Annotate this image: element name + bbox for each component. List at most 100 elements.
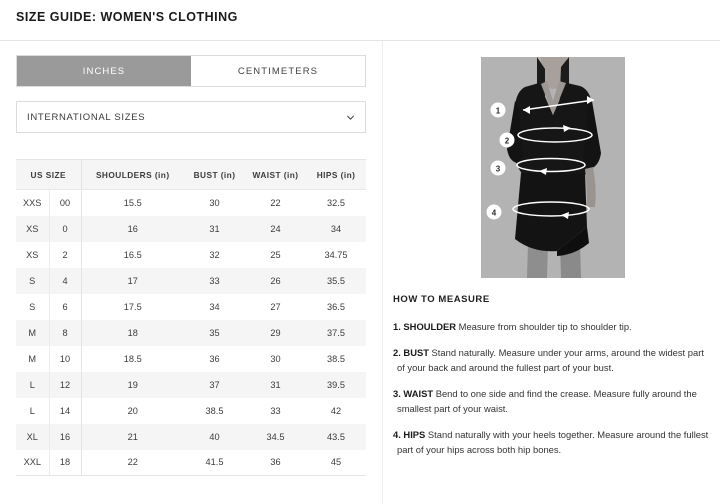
size-cell-letter: L	[16, 371, 50, 398]
size-cell-letter: M	[16, 319, 50, 346]
size-system-select[interactable]: INTERNATIONAL SIZES	[16, 101, 366, 133]
size-cell-letter: L	[16, 397, 50, 424]
unit-toggle-group: INCHES CENTIMETERS	[16, 55, 366, 87]
size-cell-hips: 37.5	[306, 319, 366, 346]
marker-line-waist	[516, 157, 586, 175]
size-cell-hips: 38.5	[306, 345, 366, 372]
size-cell-number: 0	[49, 215, 81, 242]
size-cell-shoulders: 17.5	[81, 293, 184, 320]
size-cell-waist: 25	[245, 241, 306, 268]
size-cell-bust: 31	[184, 215, 245, 242]
marker-badge-3: 3	[490, 160, 506, 176]
measure-instruction-lead: 1. SHOULDER	[393, 321, 457, 332]
measure-instruction: 1. SHOULDER Measure from shoulder tip to…	[393, 319, 713, 334]
size-cell-waist: 22	[245, 189, 306, 216]
size-cell-number: 6	[49, 293, 81, 320]
measure-instruction-text: Bend to one side and find the crease. Me…	[397, 388, 697, 414]
size-table-body: XXS 00 15.5 30 22 32.5 XS 0 16 31 24 34 XS 2 16.5 32 25 3…	[16, 189, 366, 476]
tab-centimeters[interactable]: CENTIMETERS	[191, 56, 365, 86]
size-cell-number: 14	[49, 397, 81, 424]
size-cell-waist: 27	[245, 293, 306, 320]
header-divider	[0, 40, 720, 41]
col-header-shoulders: SHOULDERS (in)	[81, 159, 184, 190]
size-cell-number: 4	[49, 267, 81, 294]
size-chart-panel: INCHES CENTIMETERS INTERNATIONAL SIZES U…	[0, 41, 382, 504]
size-cell-waist: 26	[245, 267, 306, 294]
size-cell-waist: 30	[245, 345, 306, 372]
size-cell-number: 10	[49, 345, 81, 372]
size-cell-hips: 32.5	[306, 189, 366, 216]
size-cell-shoulders: 18	[81, 319, 184, 346]
size-cell-bust: 38.5	[184, 397, 245, 424]
table-row: S 4 17 33 26 35.5	[16, 267, 366, 294]
measure-instruction-lead: 3. WAIST	[393, 388, 434, 399]
table-row: XS 0 16 31 24 34	[16, 215, 366, 242]
table-row: M 8 18 35 29 37.5	[16, 319, 366, 346]
size-cell-shoulders: 21	[81, 423, 184, 450]
size-cell-shoulders: 16.5	[81, 241, 184, 268]
size-cell-hips: 34	[306, 215, 366, 242]
size-cell-shoulders: 20	[81, 397, 184, 424]
size-cell-waist: 29	[245, 319, 306, 346]
size-cell-waist: 34.5	[245, 423, 306, 450]
measure-instruction-lead: 4. HIPS	[393, 429, 426, 440]
page-title: SIZE GUIDE: WOMEN'S CLOTHING	[16, 10, 238, 24]
size-cell-letter: M	[16, 345, 50, 372]
col-header-bust: BUST (in)	[184, 159, 245, 190]
size-cell-shoulders: 16	[81, 215, 184, 242]
size-cell-hips: 35.5	[306, 267, 366, 294]
svg-text:2: 2	[505, 136, 510, 145]
col-header-hips: HIPS (in)	[306, 159, 366, 190]
size-cell-hips: 42	[306, 397, 366, 424]
tab-centimeters-label: CENTIMETERS	[237, 65, 319, 77]
tab-inches-label: INCHES	[82, 65, 126, 77]
size-cell-bust: 40	[184, 423, 245, 450]
marker-line-hips	[512, 201, 590, 219]
chevron-down-icon	[347, 115, 354, 120]
size-cell-number: 8	[49, 319, 81, 346]
size-cell-shoulders: 22	[81, 449, 184, 476]
size-cell-letter: XL	[16, 423, 50, 450]
size-cell-number: 2	[49, 241, 81, 268]
marker-badge-1: 1	[490, 102, 506, 118]
svg-text:1: 1	[496, 106, 501, 115]
size-cell-letter: XXS	[16, 189, 50, 216]
size-chart-table: US SIZE SHOULDERS (in) BUST (in) WAIST (…	[16, 159, 366, 476]
measure-instruction: 3. WAIST Bend to one side and find the c…	[393, 386, 713, 416]
size-cell-hips: 36.5	[306, 293, 366, 320]
tab-inches[interactable]: INCHES	[17, 56, 191, 86]
size-cell-waist: 31	[245, 371, 306, 398]
size-cell-waist: 33	[245, 397, 306, 424]
measure-instruction-text: Measure from shoulder tip to shoulder ti…	[456, 321, 632, 332]
size-cell-bust: 36	[184, 345, 245, 372]
how-to-measure-list: 1. SHOULDER Measure from shoulder tip to…	[393, 319, 713, 468]
size-cell-bust: 33	[184, 267, 245, 294]
measure-instruction-text: Stand naturally with your heels together…	[397, 429, 709, 455]
size-cell-bust: 32	[184, 241, 245, 268]
size-cell-letter: S	[16, 267, 50, 294]
table-row: XXL 18 22 41.5 36 45	[16, 449, 366, 476]
table-row: M 10 18.5 36 30 38.5	[16, 345, 366, 372]
size-cell-hips: 45	[306, 449, 366, 476]
size-cell-number: 00	[49, 189, 81, 216]
size-cell-number: 18	[49, 449, 81, 476]
marker-line-bust	[517, 125, 593, 143]
measure-instruction-lead: 2. BUST	[393, 347, 429, 358]
svg-text:4: 4	[492, 208, 497, 217]
table-row: XL 16 21 40 34.5 43.5	[16, 423, 366, 450]
size-cell-shoulders: 19	[81, 371, 184, 398]
size-cell-hips: 43.5	[306, 423, 366, 450]
measure-instruction: 2. BUST Stand naturally. Measure under y…	[393, 345, 713, 375]
table-row: S 6 17.5 34 27 36.5	[16, 293, 366, 320]
col-header-us-size: US SIZE	[16, 159, 82, 190]
measure-instruction: 4. HIPS Stand naturally with your heels …	[393, 427, 713, 457]
table-row: XXS 00 15.5 30 22 32.5	[16, 189, 366, 216]
col-header-waist: WAIST (in)	[245, 159, 306, 190]
size-cell-shoulders: 18.5	[81, 345, 184, 372]
measure-instruction-text: Stand naturally. Measure under your arms…	[397, 347, 704, 373]
svg-text:3: 3	[496, 164, 501, 173]
panel-divider	[382, 41, 383, 504]
marker-line-shoulder	[522, 96, 595, 114]
size-cell-number: 16	[49, 423, 81, 450]
size-cell-letter: XS	[16, 241, 50, 268]
